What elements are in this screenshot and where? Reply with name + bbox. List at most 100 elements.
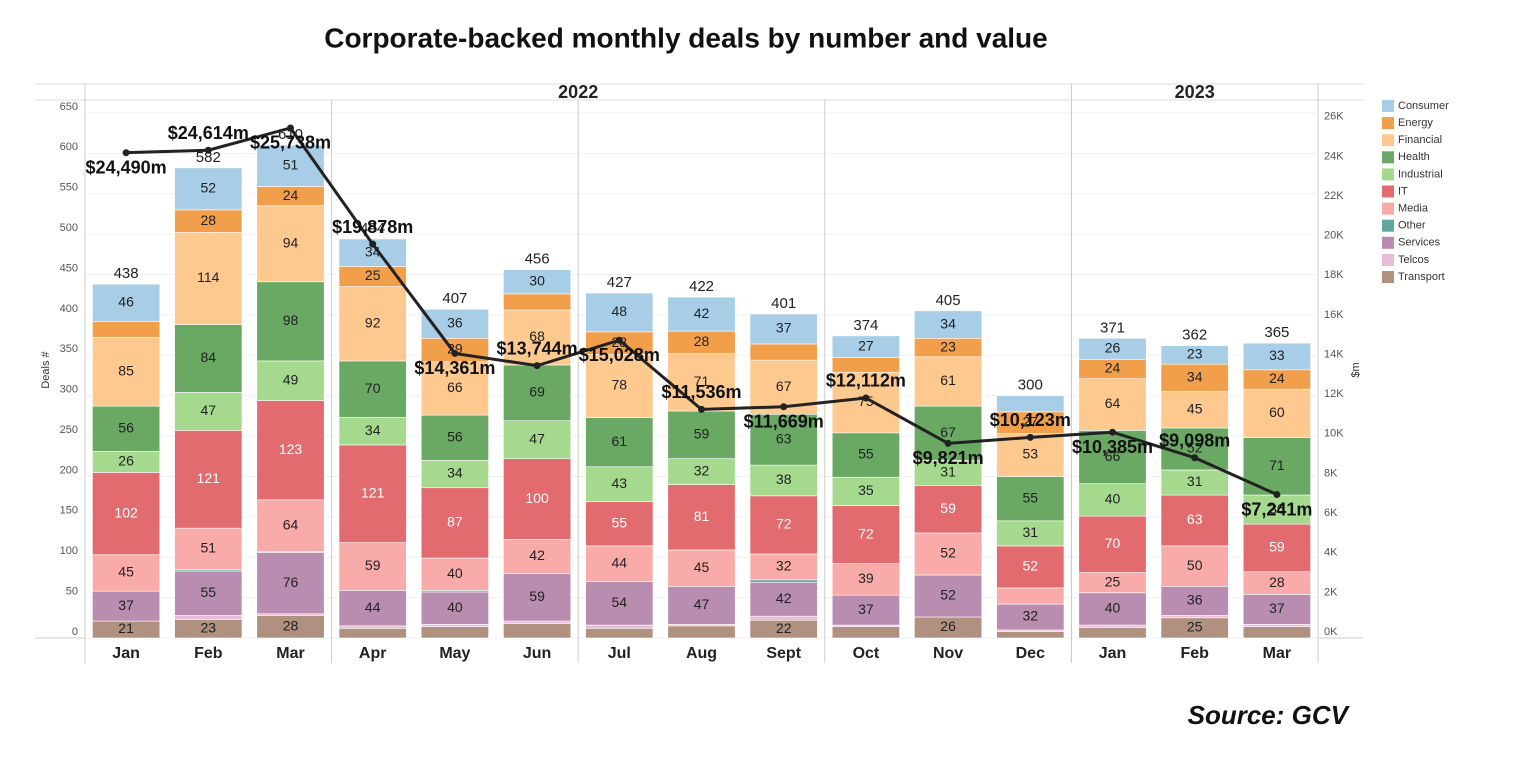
line-point [369,240,377,248]
bar-segment [914,485,983,534]
bar-segment [749,581,818,617]
bar-segment [1078,378,1147,431]
segment-label: 43 [612,475,628,491]
bar-segment [1160,615,1229,619]
segment-label: 123 [279,441,303,457]
line-value-label: $10,385m [1072,437,1153,457]
segment-label: 40 [1105,491,1121,507]
y-tick-label: 50 [66,586,78,598]
bar-segment [1078,624,1147,628]
legend-label: Health [1398,151,1430,163]
bar-segment [1160,427,1229,471]
bar-segment [92,283,161,322]
segment-label: 47 [201,402,217,418]
segment-label: 52 [940,545,956,561]
segment-label: 85 [118,363,134,379]
line-value-label: $25,738m [250,133,331,153]
segment-label: 36 [1187,592,1203,608]
total-label: 456 [525,251,550,268]
bar-segment [256,400,325,501]
legend-swatch [1382,185,1394,198]
bar-segment [585,624,654,629]
legend-label: Transport [1398,271,1445,283]
bar-segment [585,417,654,468]
year-label: 2022 [558,82,598,102]
bar-segment [1160,545,1229,587]
bar-segment [914,405,983,461]
segment-label: 42 [529,547,545,563]
segment-label: 70 [1105,535,1121,551]
line-point [780,403,788,411]
bar-segment [585,354,654,418]
bar-segment [1242,626,1311,639]
x-tick-label: Mar [1263,645,1291,662]
total-label: 371 [1100,319,1125,336]
y2-tick-label: 4K [1324,547,1338,559]
y-tick-label: 400 [60,303,78,315]
segment-label: 59 [694,426,710,442]
bar-segment [996,603,1065,631]
segment-label: 64 [1105,395,1121,411]
y-tick-label: 600 [60,141,78,153]
segment-label: 66 [447,379,463,395]
bar-segment [503,309,572,366]
total-label: 374 [853,317,878,334]
x-tick-label: Jul [608,645,631,662]
legend-label: Financial [1398,134,1442,146]
y2-tick-label: 2K [1324,586,1338,598]
legend-swatch [1382,168,1394,181]
x-tick-label: Nov [933,645,963,662]
x-tick-label: Jun [523,645,551,662]
y2-tick-label: 8K [1324,467,1338,479]
bar-segment [831,505,900,564]
line-point [1191,454,1199,462]
bar-segment [174,615,243,620]
y2-tick-label: 26K [1324,111,1344,123]
bar-segment [420,623,489,627]
line-point [533,362,541,370]
segment-label: 59 [529,588,545,604]
bar-segment [831,432,900,478]
line-value-label: $11,536m [661,382,741,402]
segment-label: 72 [776,516,792,532]
bar-segment [914,459,983,486]
segment-label: 84 [201,349,217,365]
segment-label: 45 [118,564,134,580]
line-point [1109,428,1116,436]
bar-segment [420,459,489,489]
segment-label: 34 [940,315,956,331]
segment-label: 23 [940,338,956,354]
bar-segment [256,499,325,552]
segment-label: 32 [694,462,710,478]
bar-segment [503,269,572,295]
segment-label: 26 [1105,340,1121,356]
segment-label: 32 [1023,608,1039,624]
bar-segment [256,144,325,187]
y2-tick-label: 16K [1324,309,1344,321]
legend-label: Energy [1398,117,1433,129]
segment-label: 28 [283,617,299,633]
x-tick-label: Apr [359,645,387,662]
bar-segment [1078,515,1147,573]
bar-segment [996,631,1065,639]
bar-segment [831,335,900,358]
legend-label: Other [1398,220,1426,232]
x-tick-label: May [439,645,470,662]
segment-label: 47 [694,596,710,612]
bar-segment [1160,363,1229,392]
y-tick-label: 450 [60,262,78,274]
y-tick-label: 350 [60,343,78,355]
segment-label: 30 [529,272,545,288]
bar-segment [92,472,161,556]
y2-tick-label: 22K [1324,190,1344,202]
x-tick-label: Feb [194,645,223,662]
legend-label: Industrial [1398,168,1443,180]
segment-label: 52 [201,180,217,196]
segment-label: 40 [447,599,463,615]
y2-tick-label: 18K [1324,269,1344,281]
bar-segment [1242,342,1311,371]
segment-label: 102 [114,504,138,520]
segment-label: 72 [858,525,874,541]
segment-label: 121 [361,485,385,501]
